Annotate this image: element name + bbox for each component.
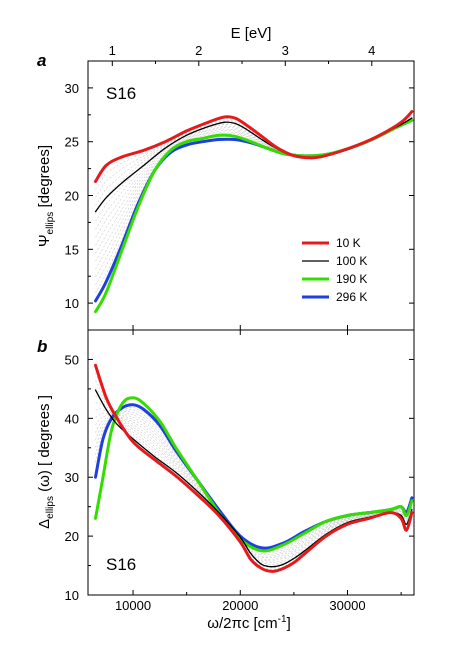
panel-b-series [94,363,414,573]
panel-b-intermediate-curve [95,380,413,569]
legend-label: 10 K [336,236,361,250]
panel-b-x-tick-label: 30000 [329,598,365,613]
panel-a-letter: a [37,51,46,70]
top-axis-tick-label: 1 [109,43,116,58]
panel-a-y-tick-label: 30 [65,81,79,96]
legend: 10 K 100 K 190 K 296 K [302,236,367,304]
panel-a-ticks: 10 15 20 25 30 1 2 3 4 [65,43,414,331]
panel-b-series-296k [94,403,414,550]
panel-b-sample-label: S16 [106,555,136,574]
legend-label: 296 K [336,290,367,304]
panel-b-intermediate-curve [95,413,413,557]
top-axis-tick-label: 3 [282,43,289,58]
panel-b-letter: b [37,337,47,356]
panel-a-y-tick-label: 20 [65,189,79,204]
panel-a-y-tick-label: 15 [65,242,79,257]
panel-b-series-100k [94,389,413,568]
top-axis-tick-label: 4 [368,43,375,58]
panel-b-intermediate-curve [95,413,413,556]
panel-b-intermediate-curve [95,406,413,550]
panel-b-intermediate-curve [95,412,413,554]
panel-b-x-tick-label: 20000 [222,598,258,613]
panel-b-y-tick-label: 10 [65,588,79,603]
panel-a-intermediate-curve [95,115,413,246]
panel-b-intermediate-curve [95,412,413,560]
panel-a-y-axis-label: Ψellips [degrees] [36,145,56,247]
panel-a-y-tick-label: 25 [65,135,79,150]
top-axis-tick-label: 2 [195,43,202,58]
panel-a-sample-label: S16 [106,84,136,103]
legend-label: 100 K [336,254,367,268]
panel-a-intermediate-curve [95,117,413,262]
panel-a-intermediate-curve [95,117,413,270]
panel-a-psi-chart: a S16 E [eV] Ψellips [degrees] 10 15 20 25 3… [36,25,415,331]
panel-b-intermediate-curve [95,413,413,559]
panel-a-intermediate-curve [95,112,413,198]
panel-a-intermediate-curve [95,113,413,206]
panel-b-frame [87,329,415,596]
panel-b-ticks: 10 20 30 40 50 10000 20000 30000 [65,330,414,613]
panel-b-delta-chart: b S16 ω/2πc [cm-1] Δellips (ω) [ degrees… [36,329,415,632]
panel-b-intermediate-curve [95,411,413,553]
panel-b-y-tick-label: 30 [65,470,79,485]
panel-b-intermediate-curve [95,408,413,562]
panel-b-intermediate-curve [95,387,413,567]
top-axis-label: E [eV] [231,25,272,42]
panel-a-intermediate-curve [95,114,413,222]
panel-a-y-tick-label: 10 [65,296,79,311]
panel-a-series [94,110,414,314]
panel-b-intermediate-curve [95,395,413,565]
panel-b-series-190k [94,396,414,553]
panel-b-series-10k [94,363,414,573]
legend-label: 190 K [336,272,367,286]
panel-b-y-tick-label: 20 [65,529,79,544]
x-axis-label: ω/2πc [cm-1] [207,614,290,632]
panel-b-y-axis-label: Δellips (ω) [ degrees ] [36,395,56,529]
panel-b-y-tick-label: 40 [65,411,79,426]
panel-b-intermediate-curve [95,402,413,564]
panel-b-y-tick-label: 50 [65,352,79,367]
panel-b-x-tick-label: 10000 [115,598,151,613]
panel-a-series-10k [94,110,414,183]
